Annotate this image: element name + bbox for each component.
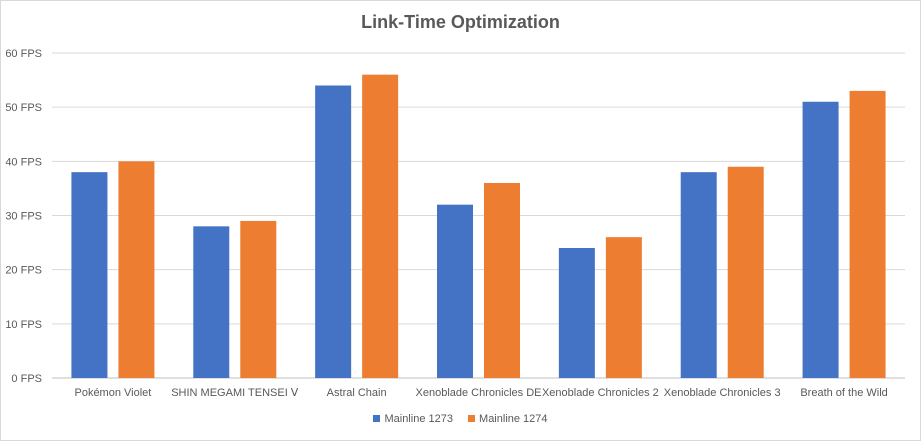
bar-1273 bbox=[802, 101, 839, 378]
legend-item-1273: Mainline 1273 bbox=[373, 413, 453, 425]
y-tick-label: 20 FPS bbox=[5, 265, 42, 277]
y-tick-label: 10 FPS bbox=[5, 319, 42, 331]
legend-label-1273: Mainline 1273 bbox=[384, 413, 453, 425]
bar-1273 bbox=[680, 172, 717, 378]
bar-1274 bbox=[727, 166, 764, 378]
bar-1274 bbox=[849, 90, 886, 379]
y-tick-label: 60 FPS bbox=[5, 48, 42, 60]
x-tick-label: Breath of the Wild bbox=[800, 387, 887, 399]
x-tick-label: Xenoblade Chronicles DE bbox=[416, 387, 542, 399]
bar-1274 bbox=[362, 74, 399, 379]
bar-1274 bbox=[240, 220, 277, 378]
y-tick-label: 30 FPS bbox=[5, 211, 42, 223]
legend: Mainline 1273 Mainline 1274 bbox=[0, 413, 921, 425]
bar-1274 bbox=[605, 237, 642, 378]
legend-swatch-1274 bbox=[468, 415, 476, 422]
x-tick-label: Astral Chain bbox=[327, 387, 387, 399]
legend-item-1274: Mainline 1274 bbox=[468, 413, 548, 425]
y-tick-label: 50 FPS bbox=[5, 102, 42, 114]
legend-swatch-1273 bbox=[373, 415, 381, 422]
bar-1273 bbox=[71, 172, 108, 378]
x-tick-label: Xenoblade Chronicles 2 bbox=[542, 387, 659, 399]
bar-1274 bbox=[118, 161, 155, 378]
y-tick-label: 40 FPS bbox=[5, 156, 42, 168]
bar-1273 bbox=[437, 204, 473, 378]
y-tick-label: 0 FPS bbox=[11, 373, 42, 385]
bar-1273 bbox=[193, 226, 230, 378]
bar-1273 bbox=[315, 85, 352, 378]
x-tick-label: Pokémon Violet bbox=[74, 387, 151, 399]
x-tick-label: Xenoblade Chronicles 3 bbox=[664, 387, 781, 399]
chart-title: Link-Time Optimization bbox=[361, 12, 560, 32]
bar-1273 bbox=[558, 248, 595, 378]
x-tick-label: SHIN MEGAMI TENSEI Ⅴ bbox=[171, 387, 299, 399]
legend-label-1274: Mainline 1274 bbox=[479, 413, 548, 425]
bar-1274 bbox=[484, 183, 520, 378]
